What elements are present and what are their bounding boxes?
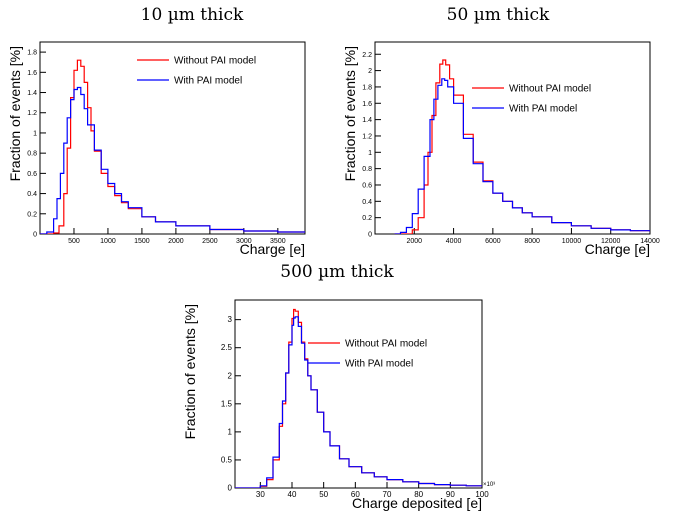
x-axis-label: Charge deposited [e]: [352, 495, 482, 511]
y-tick-label: 1.5: [221, 399, 233, 408]
y-axis-label: Fraction of events [%]: [342, 46, 358, 181]
y-tick-label: 0.6: [362, 182, 372, 189]
plot-frame: [374, 41, 651, 235]
y-axis-label: Fraction of events [%]: [7, 46, 23, 181]
y-tick-label: 1.2: [27, 110, 37, 117]
x-tick-label: 8000: [524, 238, 540, 245]
series-line-with-pai: [40, 86, 305, 234]
x-multiplier-label: ×10³: [483, 482, 495, 488]
y-tick-label: 0.8: [27, 151, 37, 158]
x-tick-label: 500: [68, 238, 80, 245]
legend-label: With PAI model: [345, 359, 413, 370]
y-tick-label: 0.4: [362, 199, 372, 206]
y-tick-label: 2: [368, 68, 372, 75]
y-tick-label: 1.2: [362, 133, 372, 140]
legend-label: With PAI model: [509, 104, 577, 115]
x-tick-label: 2000: [168, 238, 184, 245]
y-zero-label: 0: [368, 232, 372, 239]
x-tick-label: 40: [288, 490, 297, 499]
y-tick-label: 1.6: [27, 70, 37, 77]
y-tick-label: 0.2: [27, 211, 37, 218]
y-tick-label: 0.2: [362, 215, 372, 222]
x-tick-label: 30: [256, 490, 265, 499]
y-zero-label: 0: [33, 232, 37, 239]
x-tick-label: 100: [475, 490, 489, 499]
plot-frame: [234, 299, 483, 489]
y-tick-label: 2.2: [362, 52, 372, 59]
y-tick-label: 1: [33, 130, 37, 137]
x-tick-label: 1500: [134, 238, 150, 245]
x-tick-label: 6000: [485, 238, 501, 245]
panel-title-50um: 50 µm thick: [446, 5, 550, 25]
legend-label: Without PAI model: [509, 84, 591, 95]
x-tick-label: 60: [351, 490, 360, 499]
x-axis-label: Charge [e]: [240, 241, 305, 257]
x-tick-label: 50: [319, 490, 328, 499]
x-tick-label: 90: [446, 490, 455, 499]
x-tick-label: 3000: [236, 238, 252, 245]
y-zero-label: 0: [228, 484, 233, 493]
y-tick-label: 1.6: [362, 101, 372, 108]
y-tick-label: 1.4: [27, 90, 37, 97]
x-tick-label: 14000: [640, 238, 660, 245]
y-tick-label: 0.4: [27, 191, 37, 198]
y-tick-label: 1: [228, 427, 233, 436]
y-tick-label: 1.4: [362, 117, 372, 124]
series-line-without-pai: [235, 308, 482, 488]
x-tick-label: 4000: [446, 238, 462, 245]
x-axis-label: Charge [e]: [585, 241, 650, 257]
x-tick-label: 1000: [100, 238, 116, 245]
x-tick-label: 2500: [202, 238, 218, 245]
y-tick-label: 2: [228, 371, 233, 380]
panel-title-500um: 500 µm thick: [280, 262, 394, 282]
x-tick-label: 2000: [406, 238, 422, 245]
legend-label: Without PAI model: [174, 56, 256, 67]
legend-label: With PAI model: [174, 76, 242, 87]
x-tick-label: 10000: [562, 238, 582, 245]
panel-title-10um: 10 µm thick: [140, 5, 244, 25]
y-tick-label: 1: [368, 150, 372, 157]
legend-label: Without PAI model: [345, 339, 427, 350]
x-tick-label: 3500: [270, 238, 286, 245]
y-tick-label: 1.8: [362, 84, 372, 91]
y-tick-label: 3: [228, 315, 233, 324]
y-tick-label: 1.8: [27, 50, 37, 57]
x-tick-label: 70: [383, 490, 392, 499]
y-tick-label: 0.8: [362, 166, 372, 173]
y-tick-label: 2.5: [221, 343, 233, 352]
series-line-with-pai: [394, 78, 650, 234]
y-tick-label: 0.5: [221, 455, 233, 464]
x-tick-label: 80: [414, 490, 423, 499]
series-line-with-pai: [235, 316, 482, 488]
x-tick-label: 12000: [601, 238, 621, 245]
y-axis-label: Fraction of events [%]: [182, 304, 198, 439]
plot-frame: [39, 41, 306, 235]
y-tick-label: 0.6: [27, 171, 37, 178]
